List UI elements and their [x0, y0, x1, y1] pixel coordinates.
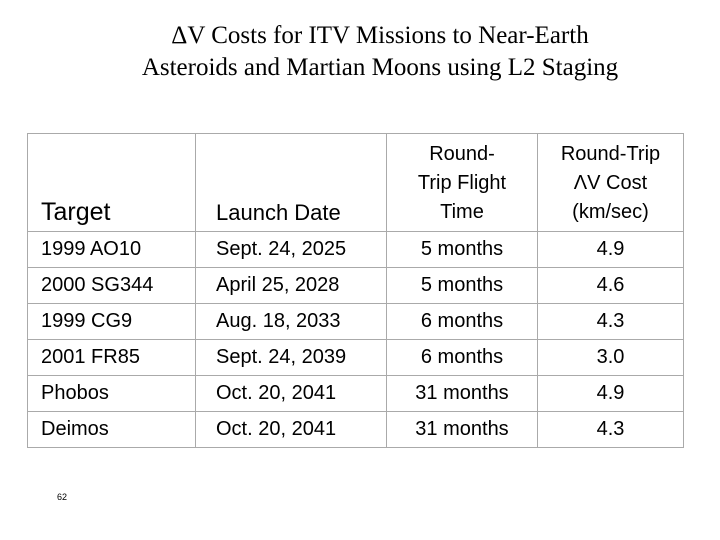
cell-target: 1999 AO10: [27, 231, 196, 268]
cell-launch-date: Oct. 20, 2041: [195, 411, 387, 448]
cell-dv-cost: 3.0: [537, 339, 684, 376]
cell-dv-cost: 4.9: [537, 375, 684, 412]
cell-dv-cost: 4.3: [537, 411, 684, 448]
cell-flight-time: 6 months: [386, 339, 538, 376]
slide-title: ΔV Costs for ITV Missions to Near-Earth …: [0, 20, 720, 84]
header-target: Target: [27, 133, 196, 232]
table-row: 2001 FR85 Sept. 24, 2039 6 months 3.0: [27, 339, 684, 376]
table-row: 2000 SG344 April 25, 2028 5 months 4.6: [27, 267, 684, 304]
table-header-row: Target Launch Date Round- Trip Flight Ti…: [27, 133, 684, 232]
slide-title-line-2: Asteroids and Martian Moons using L2 Sta…: [141, 54, 619, 81]
header-launch-date: Launch Date: [195, 133, 387, 232]
cell-target: 2001 FR85: [27, 339, 196, 376]
cell-target: 1999 CG9: [27, 303, 196, 340]
header-flight-time-line: Time: [440, 201, 484, 223]
cell-dv-cost: 4.6: [537, 267, 684, 304]
table-row: Phobos Oct. 20, 2041 31 months 4.9: [27, 375, 684, 412]
cell-target: Deimos: [27, 411, 196, 448]
header-flight-time-line: Trip Flight: [417, 172, 507, 194]
header-dv-cost-line: Round-Trip: [560, 143, 661, 165]
header-dv-cost-line: ΛV Cost: [573, 172, 648, 194]
cell-flight-time: 31 months: [386, 411, 538, 448]
cell-launch-date: Sept. 24, 2025: [195, 231, 387, 268]
cell-dv-cost: 4.3: [537, 303, 684, 340]
cell-launch-date: Sept. 24, 2039: [195, 339, 387, 376]
page-number: 62: [57, 492, 68, 502]
table-row: 1999 AO10 Sept. 24, 2025 5 months 4.9: [27, 231, 684, 268]
cell-target: 2000 SG344: [27, 267, 196, 304]
cell-dv-cost: 4.9: [537, 231, 684, 268]
table-row: 1999 CG9 Aug. 18, 2033 6 months 4.3: [27, 303, 684, 340]
cell-launch-date: April 25, 2028: [195, 267, 387, 304]
cell-flight-time: 6 months: [386, 303, 538, 340]
cell-launch-date: Aug. 18, 2033: [195, 303, 387, 340]
cell-target: Phobos: [27, 375, 196, 412]
cell-flight-time: 5 months: [386, 267, 538, 304]
header-flight-time: Round- Trip Flight Time: [386, 133, 538, 232]
cell-launch-date: Oct. 20, 2041: [195, 375, 387, 412]
header-dv-cost-line: (km/sec): [572, 201, 649, 223]
mission-table: Target Launch Date Round- Trip Flight Ti…: [27, 133, 684, 448]
header-flight-time-line: Round-: [429, 143, 495, 165]
cell-flight-time: 31 months: [386, 375, 538, 412]
cell-flight-time: 5 months: [386, 231, 538, 268]
slide-title-line-1: ΔV Costs for ITV Missions to Near-Earth: [171, 22, 589, 49]
table-row: Deimos Oct. 20, 2041 31 months 4.3: [27, 411, 684, 448]
header-dv-cost: Round-Trip ΛV Cost (km/sec): [537, 133, 684, 232]
